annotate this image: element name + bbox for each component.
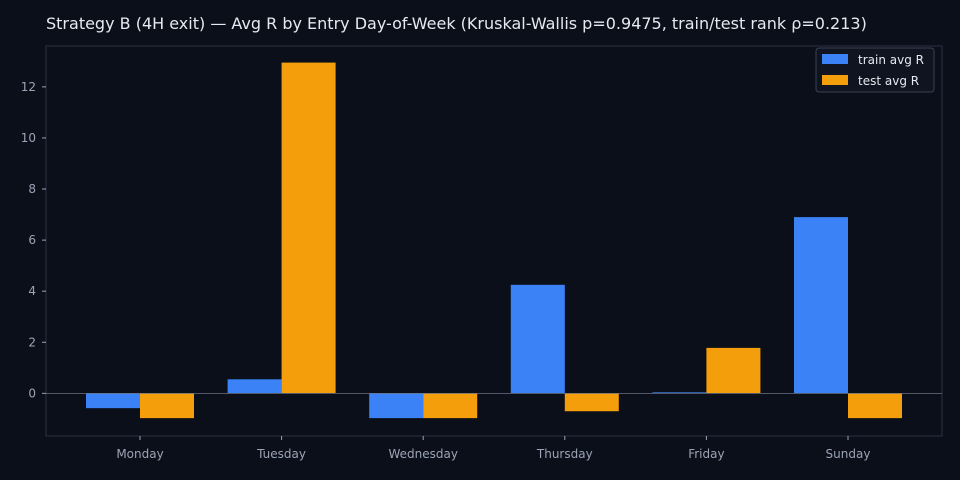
bar-test-sunday bbox=[848, 393, 902, 419]
plot-frame bbox=[45, 45, 943, 437]
x-tick-label: Wednesday bbox=[388, 447, 457, 461]
bar-train-wednesday bbox=[369, 393, 424, 419]
bar-test-monday bbox=[140, 393, 194, 419]
y-tick-label: 6 bbox=[28, 233, 36, 247]
bar-train-friday bbox=[652, 392, 707, 394]
legend-label-train: train avg R bbox=[858, 53, 924, 67]
bar-train-monday bbox=[86, 393, 140, 409]
y-tick-label: 12 bbox=[21, 80, 36, 94]
bar-test-friday bbox=[706, 347, 761, 394]
y-tick-label: 0 bbox=[28, 386, 36, 400]
bar-train-tuesday bbox=[227, 379, 282, 394]
bar-test-tuesday bbox=[281, 62, 336, 394]
x-tick-label: Sunday bbox=[826, 447, 871, 461]
x-tick-label: Friday bbox=[688, 447, 724, 461]
bar-test-wednesday bbox=[423, 393, 478, 419]
legend-swatch-test bbox=[822, 75, 848, 85]
chart-title: Strategy B (4H exit) — Avg R by Entry Da… bbox=[46, 14, 867, 33]
legend-swatch-train bbox=[822, 54, 848, 64]
bar-train-sunday bbox=[794, 217, 848, 394]
y-tick-label: 8 bbox=[28, 182, 36, 196]
x-tick-label: Tuesday bbox=[256, 447, 306, 461]
x-tick-label: Monday bbox=[116, 447, 163, 461]
legend-label-test: test avg R bbox=[858, 74, 919, 88]
bar-test-thursday bbox=[564, 393, 619, 412]
x-tick-label: Thursday bbox=[536, 447, 593, 461]
legend: train avg R test avg R bbox=[815, 47, 935, 93]
bar-train-thursday bbox=[510, 284, 565, 394]
y-tick-label: 10 bbox=[21, 131, 36, 145]
y-tick-label: 2 bbox=[28, 335, 36, 349]
y-tick-label: 4 bbox=[28, 284, 36, 298]
